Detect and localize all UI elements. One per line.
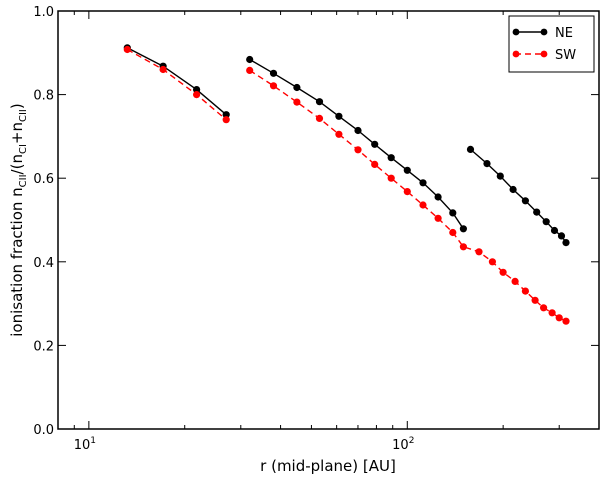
- y-tick-label-4: 0.8: [33, 89, 54, 104]
- series-SW-point-1-15: [499, 268, 507, 276]
- series-SW-point-1-20: [548, 309, 556, 317]
- series-NE-point-2-2: [496, 172, 504, 180]
- x-tick-label-0: 101: [74, 436, 96, 453]
- series-SW-point-1-11: [449, 228, 457, 237]
- series-NE-line-2: [470, 148, 567, 243]
- legend-marker-end-SW: [540, 50, 548, 58]
- series-SW-point-1-10: [434, 214, 442, 222]
- series-SW-point-0-3: [222, 116, 230, 124]
- series-NE-point-1-10: [434, 193, 442, 201]
- series-SW-point-1-19: [540, 304, 548, 312]
- series-SW-point-0-2: [193, 91, 201, 99]
- series-NE-point-1-0: [246, 55, 254, 64]
- series-NE-point-2-1: [483, 160, 491, 168]
- series-SW-point-1-13: [475, 248, 483, 256]
- series-NE-point-1-5: [354, 126, 362, 135]
- series-SW: [123, 45, 570, 325]
- y-tick-label-2: 0.4: [33, 256, 54, 271]
- series-NE-point-0-3: [222, 111, 230, 119]
- y-axis-label-sub3: CII: [18, 109, 29, 122]
- series-SW-point-1-6: [371, 160, 379, 168]
- series-NE-point-2-7: [550, 226, 559, 235]
- series-NE-point-2-4: [521, 197, 530, 205]
- legend-label-NE: NE: [555, 26, 573, 41]
- y-axis-label-mid: /(n: [8, 154, 26, 174]
- legend-label-SW: SW: [555, 48, 576, 63]
- series-SW-point-1-3: [315, 114, 324, 122]
- series-NE-point-1-9: [419, 179, 427, 187]
- plot-frame: [57, 10, 600, 430]
- series-SW-point-1-1: [269, 82, 278, 90]
- series-NE-point-1-2: [293, 83, 301, 92]
- series-SW-point-1-9: [419, 201, 427, 209]
- axis-ticks: 0.0 0.2 0.4 0.6 0.8 1.0 101 102: [33, 5, 599, 453]
- y-tick-label-1: 0.2: [33, 339, 54, 354]
- series-NE-point-2-5: [533, 208, 541, 216]
- series-NE-point-2-9: [562, 239, 570, 247]
- y-axis-label: ionisation fraction nCII/(nCI+nCII): [8, 103, 29, 337]
- series-SW-point-1-7: [387, 174, 395, 182]
- x-tick-label-1: 102: [392, 436, 414, 453]
- series-NE-point-1-4: [335, 112, 343, 120]
- series-SW-point-0-1: [159, 65, 167, 74]
- series-NE-point-2-0: [466, 145, 475, 153]
- series-NE: [123, 44, 570, 247]
- series-NE-point-1-6: [371, 140, 379, 148]
- series-SW-point-1-17: [521, 287, 530, 295]
- series-SW-point-1-4: [335, 130, 343, 138]
- legend-marker-end-NE: [540, 28, 548, 36]
- legend-box: [508, 15, 595, 73]
- legend-marker-start-NE: [512, 28, 520, 36]
- series-SW-point-1-0: [246, 66, 254, 74]
- series-NE-point-1-3: [315, 98, 324, 106]
- series-SW-point-1-18: [531, 296, 539, 304]
- series-SW-point-1-22: [562, 317, 570, 325]
- series-NE-point-1-8: [403, 166, 411, 174]
- series-NE-line-0: [126, 47, 227, 116]
- series-SW-point-1-8: [403, 188, 411, 196]
- series-NE-point-0-2: [193, 86, 201, 94]
- series-NE-point-1-12: [459, 225, 467, 233]
- series-NE-point-1-7: [387, 154, 395, 162]
- x-axis-label: r (mid-plane) [AU]: [260, 457, 396, 475]
- y-axis-label-sub1: CII: [18, 174, 29, 187]
- y-axis-label-close: ): [8, 103, 26, 109]
- series-SW-point-1-12: [459, 243, 467, 251]
- series-NE-point-2-8: [557, 232, 566, 240]
- y-axis-label-plus: +n: [8, 122, 26, 144]
- y-axis-label-sub2: CI: [18, 144, 29, 154]
- series-SW-point-1-14: [488, 258, 496, 266]
- series-SW-point-1-2: [293, 98, 301, 106]
- series-SW-point-1-16: [511, 277, 519, 285]
- y-axis-label-main: ionisation fraction n: [8, 187, 26, 336]
- series-NE-point-2-3: [509, 185, 517, 194]
- y-tick-label-0: 0.0: [33, 423, 54, 438]
- series-SW-point-0-0: [123, 45, 131, 54]
- y-tick-label-3: 0.6: [33, 172, 54, 187]
- legend: NE SW: [508, 15, 595, 73]
- series-NE-point-1-11: [449, 209, 457, 217]
- y-tick-label-5: 1.0: [33, 5, 54, 20]
- series-NE-point-2-6: [542, 218, 550, 226]
- legend-items: NE SW: [512, 26, 576, 63]
- series-SW-point-1-5: [354, 146, 362, 154]
- series-SW-line-0: [126, 48, 227, 121]
- series-layer: [123, 44, 570, 325]
- series-SW-point-1-21: [555, 314, 563, 322]
- series-NE-point-1-1: [269, 69, 278, 77]
- legend-marker-start-SW: [512, 50, 520, 58]
